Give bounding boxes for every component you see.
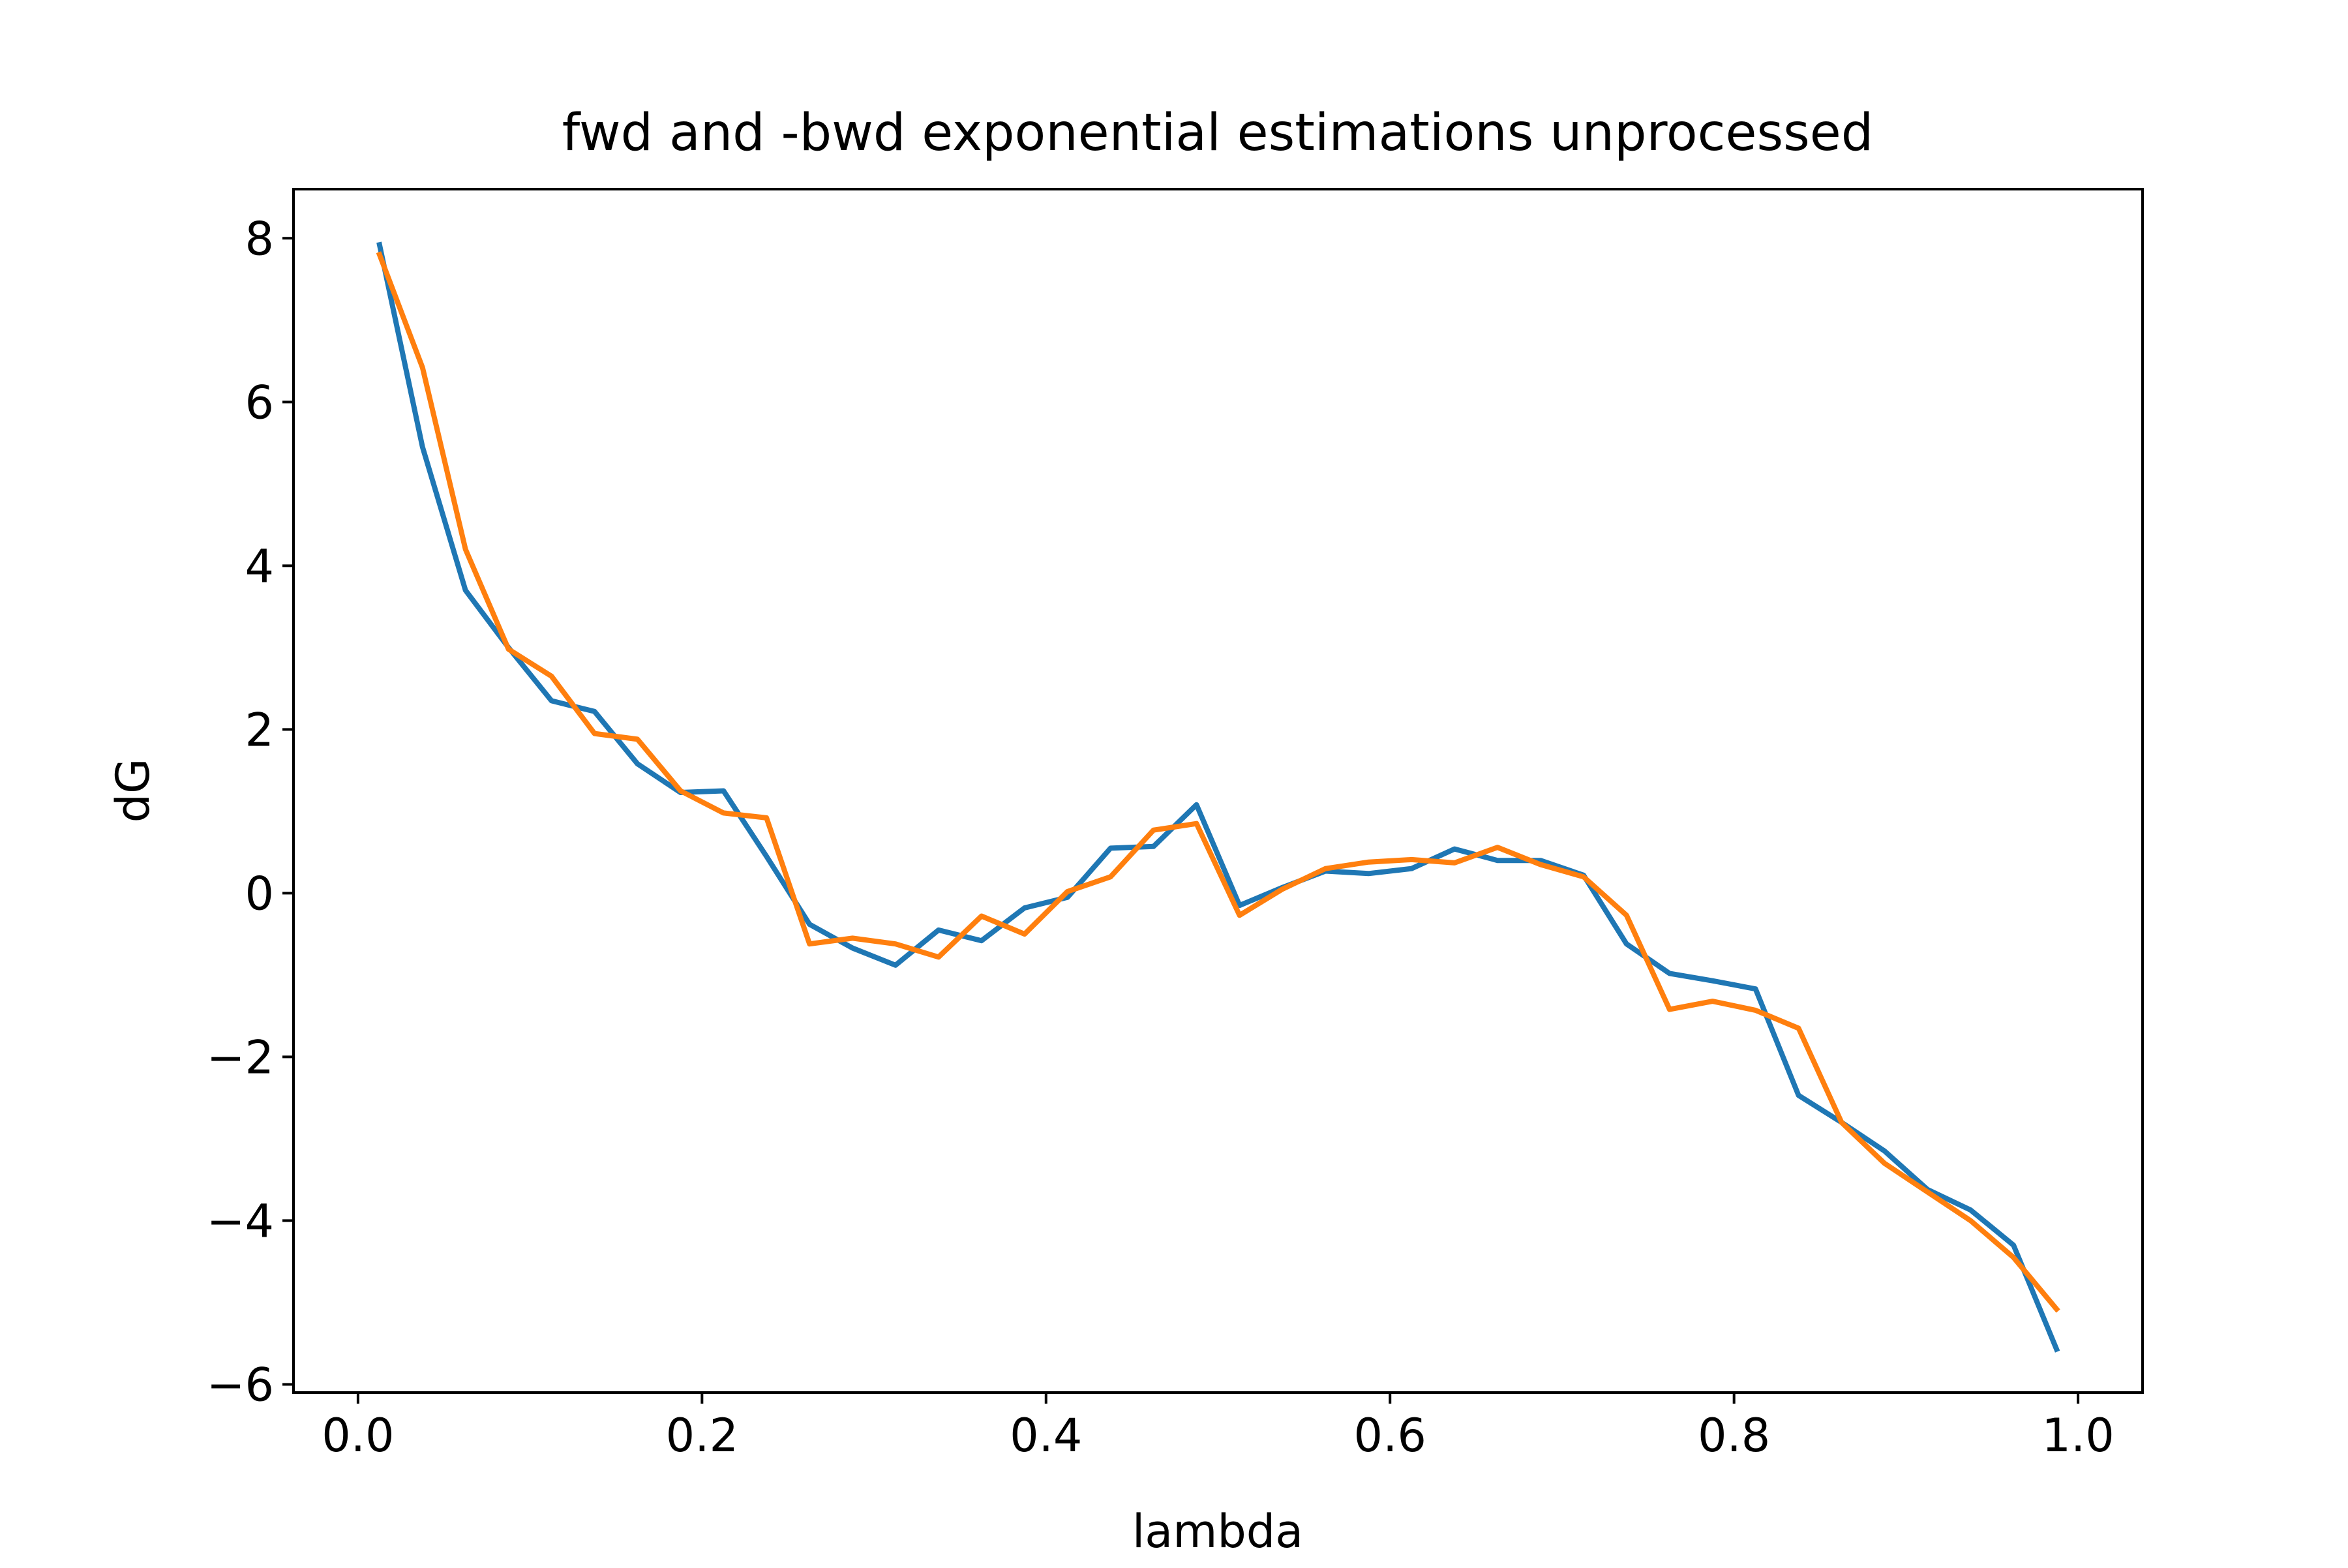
- y-tick-label: 2: [245, 703, 274, 757]
- y-tick-label: 4: [245, 539, 274, 593]
- series-line-1: [376, 241, 2060, 1353]
- x-tick-label: 1.0: [2041, 1409, 2114, 1462]
- x-tick-label: 0.0: [322, 1409, 394, 1462]
- x-axis-label: lambda: [1132, 1505, 1303, 1558]
- y-tick-label: 6: [245, 376, 274, 429]
- y-tick-label: 8: [245, 212, 274, 265]
- y-tick-label: −4: [207, 1194, 274, 1248]
- x-tick-label: 0.4: [1010, 1409, 1082, 1462]
- chart-title: fwd and -bwd exponential estimations unp…: [562, 104, 1873, 162]
- series-layer: [376, 241, 2060, 1353]
- x-tick-label: 0.6: [1354, 1409, 1426, 1462]
- series-line-2: [376, 251, 2060, 1313]
- y-axis-label: dG: [106, 759, 160, 823]
- y-tick-label: −6: [207, 1358, 274, 1411]
- x-tick-label: 0.8: [1698, 1409, 1770, 1462]
- y-tick-label: 0: [245, 867, 274, 920]
- plot-frame: [292, 188, 2144, 1394]
- x-tick-label: 0.2: [666, 1409, 738, 1462]
- y-tick-label: −2: [207, 1031, 274, 1084]
- y-axis: −6 −4 −2 0 2 4 6 8: [207, 212, 294, 1411]
- x-axis: 0.0 0.2 0.4 0.6 0.8 1.0: [322, 1393, 2115, 1462]
